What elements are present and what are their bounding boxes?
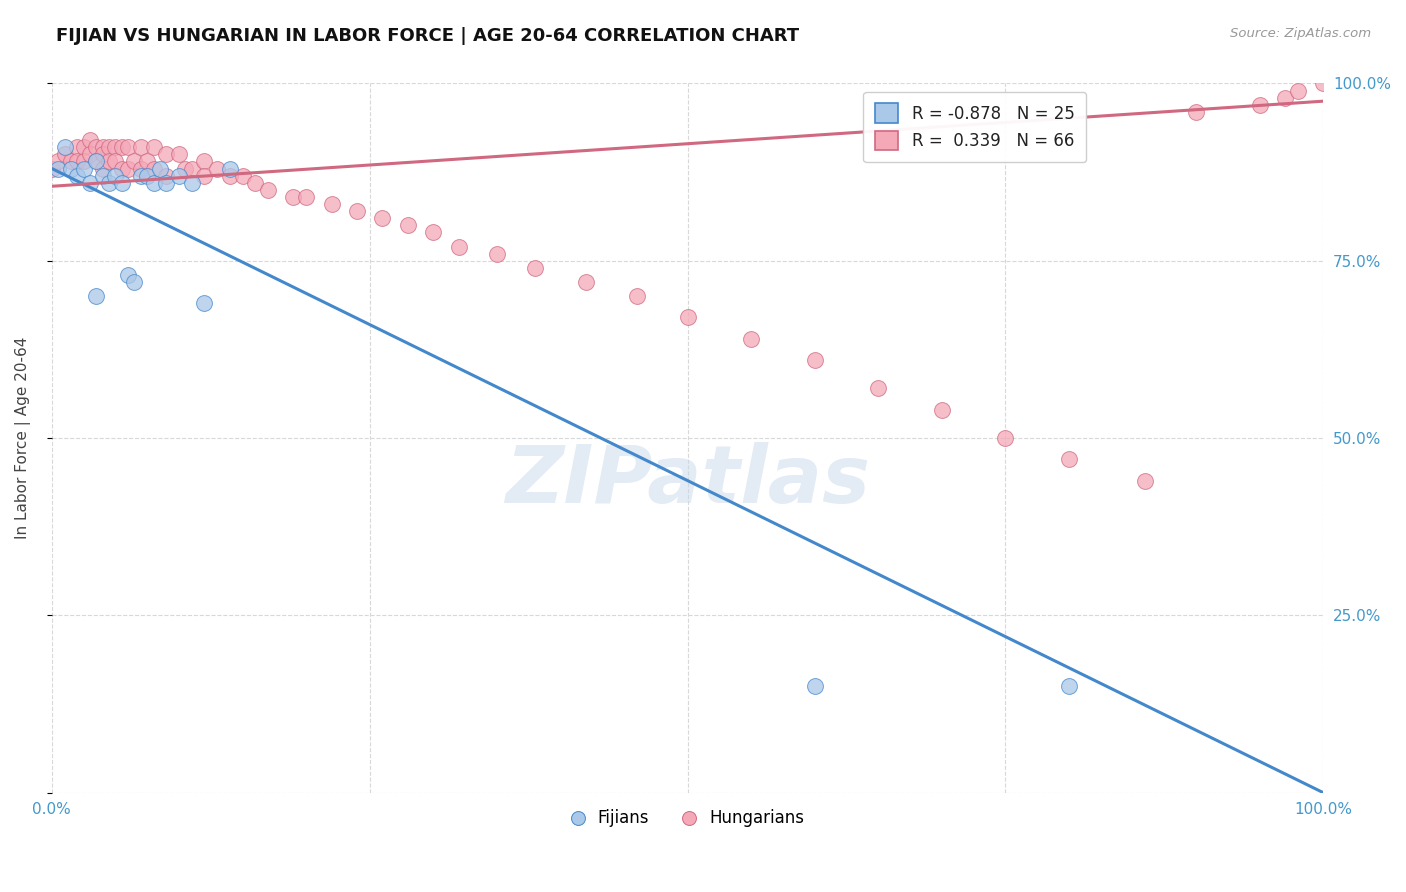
Point	[295, 190, 318, 204]
Point	[59, 161, 82, 176]
Point	[46, 161, 69, 176]
Point	[104, 169, 127, 183]
Point	[66, 154, 89, 169]
Point	[136, 169, 159, 183]
Point	[257, 183, 280, 197]
Point	[321, 197, 343, 211]
Point	[111, 161, 134, 176]
Point	[1057, 679, 1080, 693]
Point	[129, 169, 152, 183]
Point	[98, 154, 121, 169]
Point	[283, 190, 305, 204]
Point	[124, 275, 146, 289]
Point	[422, 226, 444, 240]
Point	[575, 275, 598, 289]
Point	[46, 154, 69, 169]
Point	[72, 140, 94, 154]
Point	[1135, 474, 1157, 488]
Point	[193, 296, 215, 310]
Point	[218, 161, 240, 176]
Point	[117, 161, 139, 176]
Point	[232, 169, 254, 183]
Point	[149, 161, 172, 176]
Point	[626, 289, 648, 303]
Point	[86, 140, 108, 154]
Point	[111, 176, 134, 190]
Point	[98, 176, 121, 190]
Point	[1057, 452, 1080, 467]
Point	[167, 169, 190, 183]
Point	[124, 154, 146, 169]
Point	[129, 161, 152, 176]
Point	[180, 161, 202, 176]
Point	[1185, 104, 1208, 119]
Point	[79, 147, 101, 161]
Point	[117, 268, 139, 282]
Point	[245, 176, 267, 190]
Point	[53, 147, 76, 161]
Point	[803, 353, 825, 368]
Point	[142, 176, 165, 190]
Point	[91, 169, 114, 183]
Text: ZIPatlas: ZIPatlas	[505, 442, 870, 520]
Point	[117, 140, 139, 154]
Point	[129, 140, 152, 154]
Point	[218, 169, 240, 183]
Point	[91, 147, 114, 161]
Point	[803, 679, 825, 693]
Point	[91, 140, 114, 154]
Point	[994, 431, 1017, 445]
Point	[740, 332, 762, 346]
Point	[86, 289, 108, 303]
Point	[104, 140, 127, 154]
Point	[155, 176, 177, 190]
Point	[79, 176, 101, 190]
Legend: Fijians, Hungarians: Fijians, Hungarians	[564, 803, 811, 834]
Point	[523, 260, 546, 275]
Point	[1249, 97, 1271, 112]
Point	[66, 169, 89, 183]
Point	[205, 161, 228, 176]
Point	[174, 161, 197, 176]
Point	[142, 140, 165, 154]
Point	[66, 140, 89, 154]
Point	[136, 154, 159, 169]
Point	[485, 246, 508, 260]
Point	[1312, 77, 1334, 91]
Point	[1286, 83, 1309, 97]
Point	[676, 310, 699, 325]
Point	[111, 140, 134, 154]
Text: FIJIAN VS HUNGARIAN IN LABOR FORCE | AGE 20-64 CORRELATION CHART: FIJIAN VS HUNGARIAN IN LABOR FORCE | AGE…	[56, 27, 800, 45]
Point	[193, 169, 215, 183]
Point	[931, 402, 953, 417]
Point	[104, 154, 127, 169]
Point	[98, 140, 121, 154]
Point	[346, 204, 368, 219]
Point	[86, 154, 108, 169]
Point	[396, 219, 419, 233]
Point	[167, 147, 190, 161]
Point	[193, 154, 215, 169]
Point	[447, 239, 470, 253]
Point	[868, 381, 890, 395]
Point	[155, 169, 177, 183]
Point	[41, 161, 63, 176]
Point	[371, 211, 394, 226]
Y-axis label: In Labor Force | Age 20-64: In Labor Force | Age 20-64	[15, 337, 31, 540]
Point	[72, 161, 94, 176]
Point	[59, 154, 82, 169]
Point	[72, 154, 94, 169]
Point	[91, 161, 114, 176]
Point	[79, 133, 101, 147]
Point	[53, 140, 76, 154]
Text: Source: ZipAtlas.com: Source: ZipAtlas.com	[1230, 27, 1371, 40]
Point	[142, 161, 165, 176]
Point	[180, 176, 202, 190]
Point	[155, 147, 177, 161]
Point	[1274, 90, 1296, 104]
Point	[86, 154, 108, 169]
